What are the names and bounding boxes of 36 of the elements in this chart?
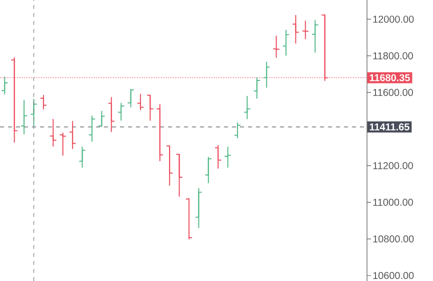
- candlestick: [302, 20, 309, 40]
- candlestick: [60, 132, 66, 156]
- y-tick-label: 10600.00: [373, 272, 414, 280]
- candlestick: [137, 93, 144, 111]
- candlestick: [20, 99, 28, 135]
- candlestick: [50, 118, 56, 148]
- candlestick: [108, 96, 114, 132]
- candlestick: [312, 19, 318, 54]
- candlestick: [88, 115, 96, 142]
- candlestick: [244, 95, 250, 120]
- candlestick: [176, 153, 182, 198]
- y-tick-label: 12000.00: [373, 16, 414, 23]
- candlestick: [98, 110, 105, 128]
- candlestick: [118, 102, 124, 122]
- candlestick: [292, 14, 299, 44]
- candlestick: [263, 61, 270, 88]
- candlestick: [273, 35, 280, 58]
- ref-line-label: 11411.65: [370, 123, 410, 130]
- candlestick: [214, 144, 222, 170]
- candlestick: [254, 76, 260, 100]
- y-tick-label: 11200.00: [373, 162, 413, 170]
- y-tick-label: 10800.00: [373, 235, 414, 242]
- candlestick: [79, 146, 86, 168]
- candlestick: [2, 76, 8, 95]
- y-tick-label: 11800.00: [373, 52, 413, 60]
- candlestick: [40, 94, 47, 110]
- y-tick-label: 11600.00: [373, 88, 413, 96]
- candlestick: [205, 156, 212, 184]
- candlestick: [128, 88, 134, 108]
- candlestick: [234, 122, 241, 139]
- candlestick: [282, 29, 290, 56]
- candlestick: [69, 120, 76, 150]
- ref-line-label: 11680.35: [370, 74, 410, 82]
- candlestick: [147, 94, 154, 122]
- candlestick: [224, 146, 231, 168]
- y-tick-label: 11000.00: [373, 198, 413, 206]
